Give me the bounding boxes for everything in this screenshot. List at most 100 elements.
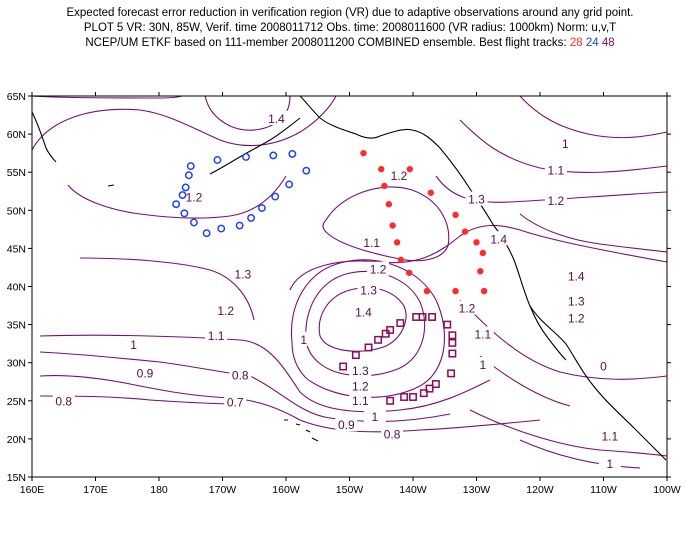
lon-tick-label: 130W — [463, 484, 491, 496]
contour-label: 1.3 — [468, 193, 485, 207]
contour-label: 1.3 — [568, 295, 585, 309]
track-24-point — [213, 156, 222, 164]
track-48-point — [396, 319, 405, 328]
track-28-point — [452, 211, 459, 219]
track-24-point — [172, 200, 181, 209]
track-48-point — [443, 320, 452, 329]
track-28-point — [389, 222, 396, 229]
lat-tick-label: 35N — [7, 320, 26, 332]
lon-tick-label: 110W — [590, 484, 617, 496]
track-28-point — [378, 165, 385, 173]
track-28-point — [393, 239, 401, 246]
contour-label-bg — [381, 426, 404, 441]
lat-tick-label: 15N — [7, 472, 26, 484]
contour-label-bg — [471, 326, 494, 341]
track-24-point — [269, 151, 278, 160]
contour-label-bg — [214, 302, 237, 317]
header-line-1: Expected forecast error reduction in ver… — [66, 7, 634, 19]
track-48-point — [428, 313, 437, 321]
track-28-point — [397, 256, 405, 264]
contour-label: 1.2 — [459, 302, 476, 316]
contour-label: 0.8 — [55, 395, 72, 409]
lon-tick-label: 160E — [20, 484, 45, 496]
contour-label-bg — [544, 162, 567, 177]
track-28-label: 28 — [569, 37, 583, 49]
contour-line — [435, 175, 668, 203]
track-28-point — [381, 182, 388, 190]
contour-label: 1.1 — [208, 329, 225, 343]
contour-label: 0.8 — [384, 427, 401, 441]
coastline-kamchatka — [31, 111, 57, 163]
flight-track-28 — [360, 149, 488, 295]
track-28-point — [452, 287, 459, 295]
lon-tick-label: 100W — [653, 484, 681, 496]
track-48-point — [419, 389, 428, 398]
track-24-point — [178, 191, 187, 200]
flight-track-24 — [172, 149, 311, 238]
track-24-point — [247, 213, 256, 222]
track-48-point — [418, 313, 427, 321]
header-line-3: NCEP/UM ETKF based on 111-member 2008011… — [0, 36, 700, 51]
contour-line — [290, 259, 445, 398]
header-line-2: PLOT 5 VR: 30N, 85W, Verif. time 2008011… — [83, 22, 617, 34]
contour-label: 0.9 — [137, 366, 154, 380]
track-48-point — [431, 380, 440, 388]
track-28-point — [423, 287, 431, 295]
contour-label: 1.2 — [186, 190, 203, 204]
track-48-point — [425, 384, 434, 393]
track-28-point — [473, 239, 480, 246]
track-28-point — [479, 249, 487, 257]
lat-tick-label: 40N — [7, 282, 26, 294]
track-48-point — [374, 335, 383, 344]
longitude-labels: 160E 170E 180 170W 160W 150W 140W 130W 120W 110W 1… — [20, 484, 681, 496]
contour-label-bg — [349, 392, 372, 407]
aleutian-island — [107, 184, 115, 187]
track-24-point — [235, 221, 244, 230]
flight-track-48 — [339, 313, 457, 405]
contour-line — [519, 95, 668, 139]
track-48-point — [351, 351, 360, 360]
contour-label: 1.2 — [391, 169, 408, 183]
contour-label: 1.3 — [360, 283, 377, 297]
coastline-baja-california — [529, 305, 567, 361]
contour-label: 1 — [130, 338, 137, 352]
contour-labels: 1.411.21.11.21.21.31.41.11.3 1.21.31.41.3… — [52, 110, 621, 471]
track-24-point — [271, 192, 280, 201]
contour-label: 0.8 — [232, 369, 249, 383]
contour-label-bg — [349, 378, 372, 393]
lat-tick-label: 65N — [7, 91, 26, 103]
contour-label-bg — [544, 193, 567, 208]
contour-label-bg — [134, 365, 157, 380]
contour-label: 1.3 — [352, 364, 369, 378]
contour-label: 0.7 — [227, 395, 244, 409]
contour-label-bg — [224, 394, 247, 409]
contour-label-bg — [455, 300, 478, 315]
contour-line — [204, 95, 291, 131]
contour-label: 1.2 — [217, 304, 234, 318]
track-24-point — [217, 224, 226, 233]
contour-label: 1.1 — [363, 236, 380, 250]
contour-label-bg — [122, 337, 145, 352]
track-24-point — [186, 162, 195, 171]
track-28-point — [477, 268, 484, 275]
track-28-point — [406, 165, 414, 173]
coastline-alaska-peninsula — [209, 117, 301, 175]
plot-header: Expected forecast error reduction in ver… — [0, 6, 700, 51]
contour-label-bg — [205, 328, 228, 343]
lat-tick-label: 45N — [7, 243, 26, 255]
contour-line — [519, 213, 668, 253]
contour-label-bg — [554, 136, 577, 151]
lon-tick-label: 140W — [399, 484, 427, 496]
contour-label: 0.9 — [338, 418, 355, 432]
track-28-point — [461, 228, 469, 235]
track-24-point — [189, 218, 198, 227]
contour-label: 1.2 — [352, 379, 369, 393]
track-28-point — [427, 189, 434, 196]
track-24-label: 24 — [585, 37, 599, 49]
contour-label-bg — [367, 261, 390, 276]
contour-line — [39, 374, 541, 433]
contour-label: 1.1 — [602, 430, 619, 444]
contour-label: 1.4 — [355, 305, 372, 319]
contour-label-bg — [592, 358, 615, 373]
